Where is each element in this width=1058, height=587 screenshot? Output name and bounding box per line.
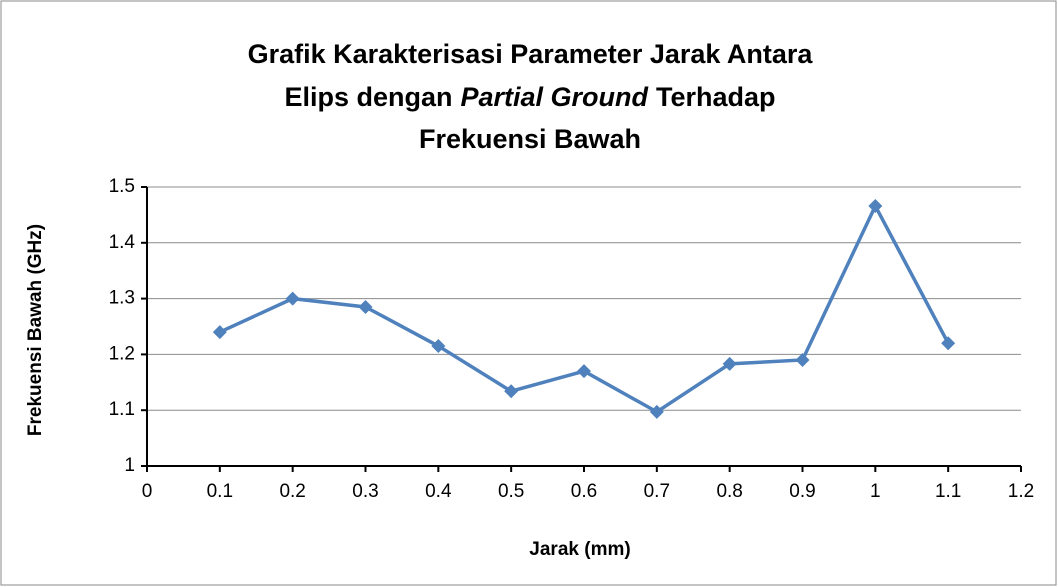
title-part: Elips dengan <box>284 82 452 112</box>
x-tick-label: 1 <box>870 481 881 502</box>
y-tick-label: 1.3 <box>109 288 135 309</box>
chart-title: Elips dengan Partial Ground Terhadap <box>284 82 775 112</box>
y-axis-title: Frekuensi Bawah (GHz) <box>25 224 46 436</box>
x-tick-label: 0.9 <box>789 481 815 502</box>
x-tick-label: 0.4 <box>425 481 452 502</box>
marker <box>285 291 300 306</box>
x-tick-label: 0.2 <box>279 481 305 502</box>
y-tick-label: 1 <box>124 455 135 476</box>
x-tick-label: 0.3 <box>352 481 378 502</box>
x-tick-label: 1.1 <box>935 481 961 502</box>
marker <box>868 198 883 213</box>
marker <box>795 352 810 367</box>
x-axis-title: Jarak (mm) <box>529 539 630 560</box>
marker <box>941 336 956 351</box>
x-tick-label: 0.5 <box>498 481 524 502</box>
title-part: Partial Ground <box>460 82 648 112</box>
marker <box>431 339 446 354</box>
marker <box>504 384 519 399</box>
x-tick-label: 0 <box>142 481 153 502</box>
x-tick-label: 0.7 <box>644 481 670 502</box>
marker <box>649 404 664 419</box>
x-tick-label: 0.8 <box>716 481 742 502</box>
chart-title: Frekuensi Bawah <box>419 124 641 154</box>
title-part: Terhadap <box>656 82 776 112</box>
y-tick-label: 1.1 <box>109 399 135 420</box>
y-tick-label: 1.2 <box>109 343 135 364</box>
x-tick-label: 0.1 <box>207 481 233 502</box>
marker <box>577 364 591 379</box>
marker <box>212 325 227 340</box>
y-tick-label: 1.5 <box>109 176 135 197</box>
marker <box>358 299 373 314</box>
marker <box>722 356 737 371</box>
y-tick-label: 1.4 <box>109 232 136 253</box>
chart-title: Grafik Karakterisasi Parameter Jarak Ant… <box>248 39 814 69</box>
x-tick-label: 1.2 <box>1008 481 1034 502</box>
x-tick-label: 0.6 <box>571 481 597 502</box>
